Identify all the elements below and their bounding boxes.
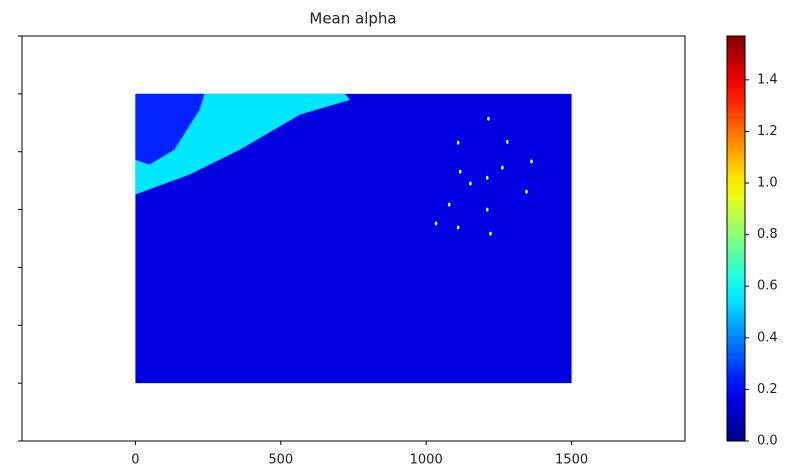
image-spot [469,181,472,186]
image-spot [501,165,504,170]
x-tick-label: 1000 [410,453,443,468]
image-spot [485,175,489,180]
colorbar-tick-label: 0.6 [757,279,778,294]
x-tick-label: 1500 [555,453,588,468]
colorbar-tick-label: 1.2 [757,124,778,139]
image-spot [456,140,460,145]
image-spot [506,139,509,144]
image [135,93,572,384]
image-spot [458,169,462,174]
chart-title: Mean alpha [309,10,396,28]
axes-frame [21,35,686,442]
colorbar [726,35,746,442]
image-spot [487,116,490,121]
image-spot [447,202,451,207]
image-spot [525,189,528,194]
image-spot [485,207,489,212]
colorbar-tick-label: 1.0 [757,176,778,191]
colorbar-tick-label: 1.4 [757,72,778,87]
colorbar-tick-label: 0.0 [757,434,778,449]
x-tick-label: 500 [268,453,293,468]
colorbar-tick-label: 0.4 [757,330,778,345]
image-spot [456,225,460,230]
image-region [135,93,205,165]
image-spot [530,159,533,164]
colorbar-tick-label: 0.2 [757,382,778,397]
colorbar-tick-label: 0.8 [757,227,778,242]
image-spot [489,231,492,236]
x-tick-label: 0 [131,453,139,468]
image-spot [434,221,438,226]
